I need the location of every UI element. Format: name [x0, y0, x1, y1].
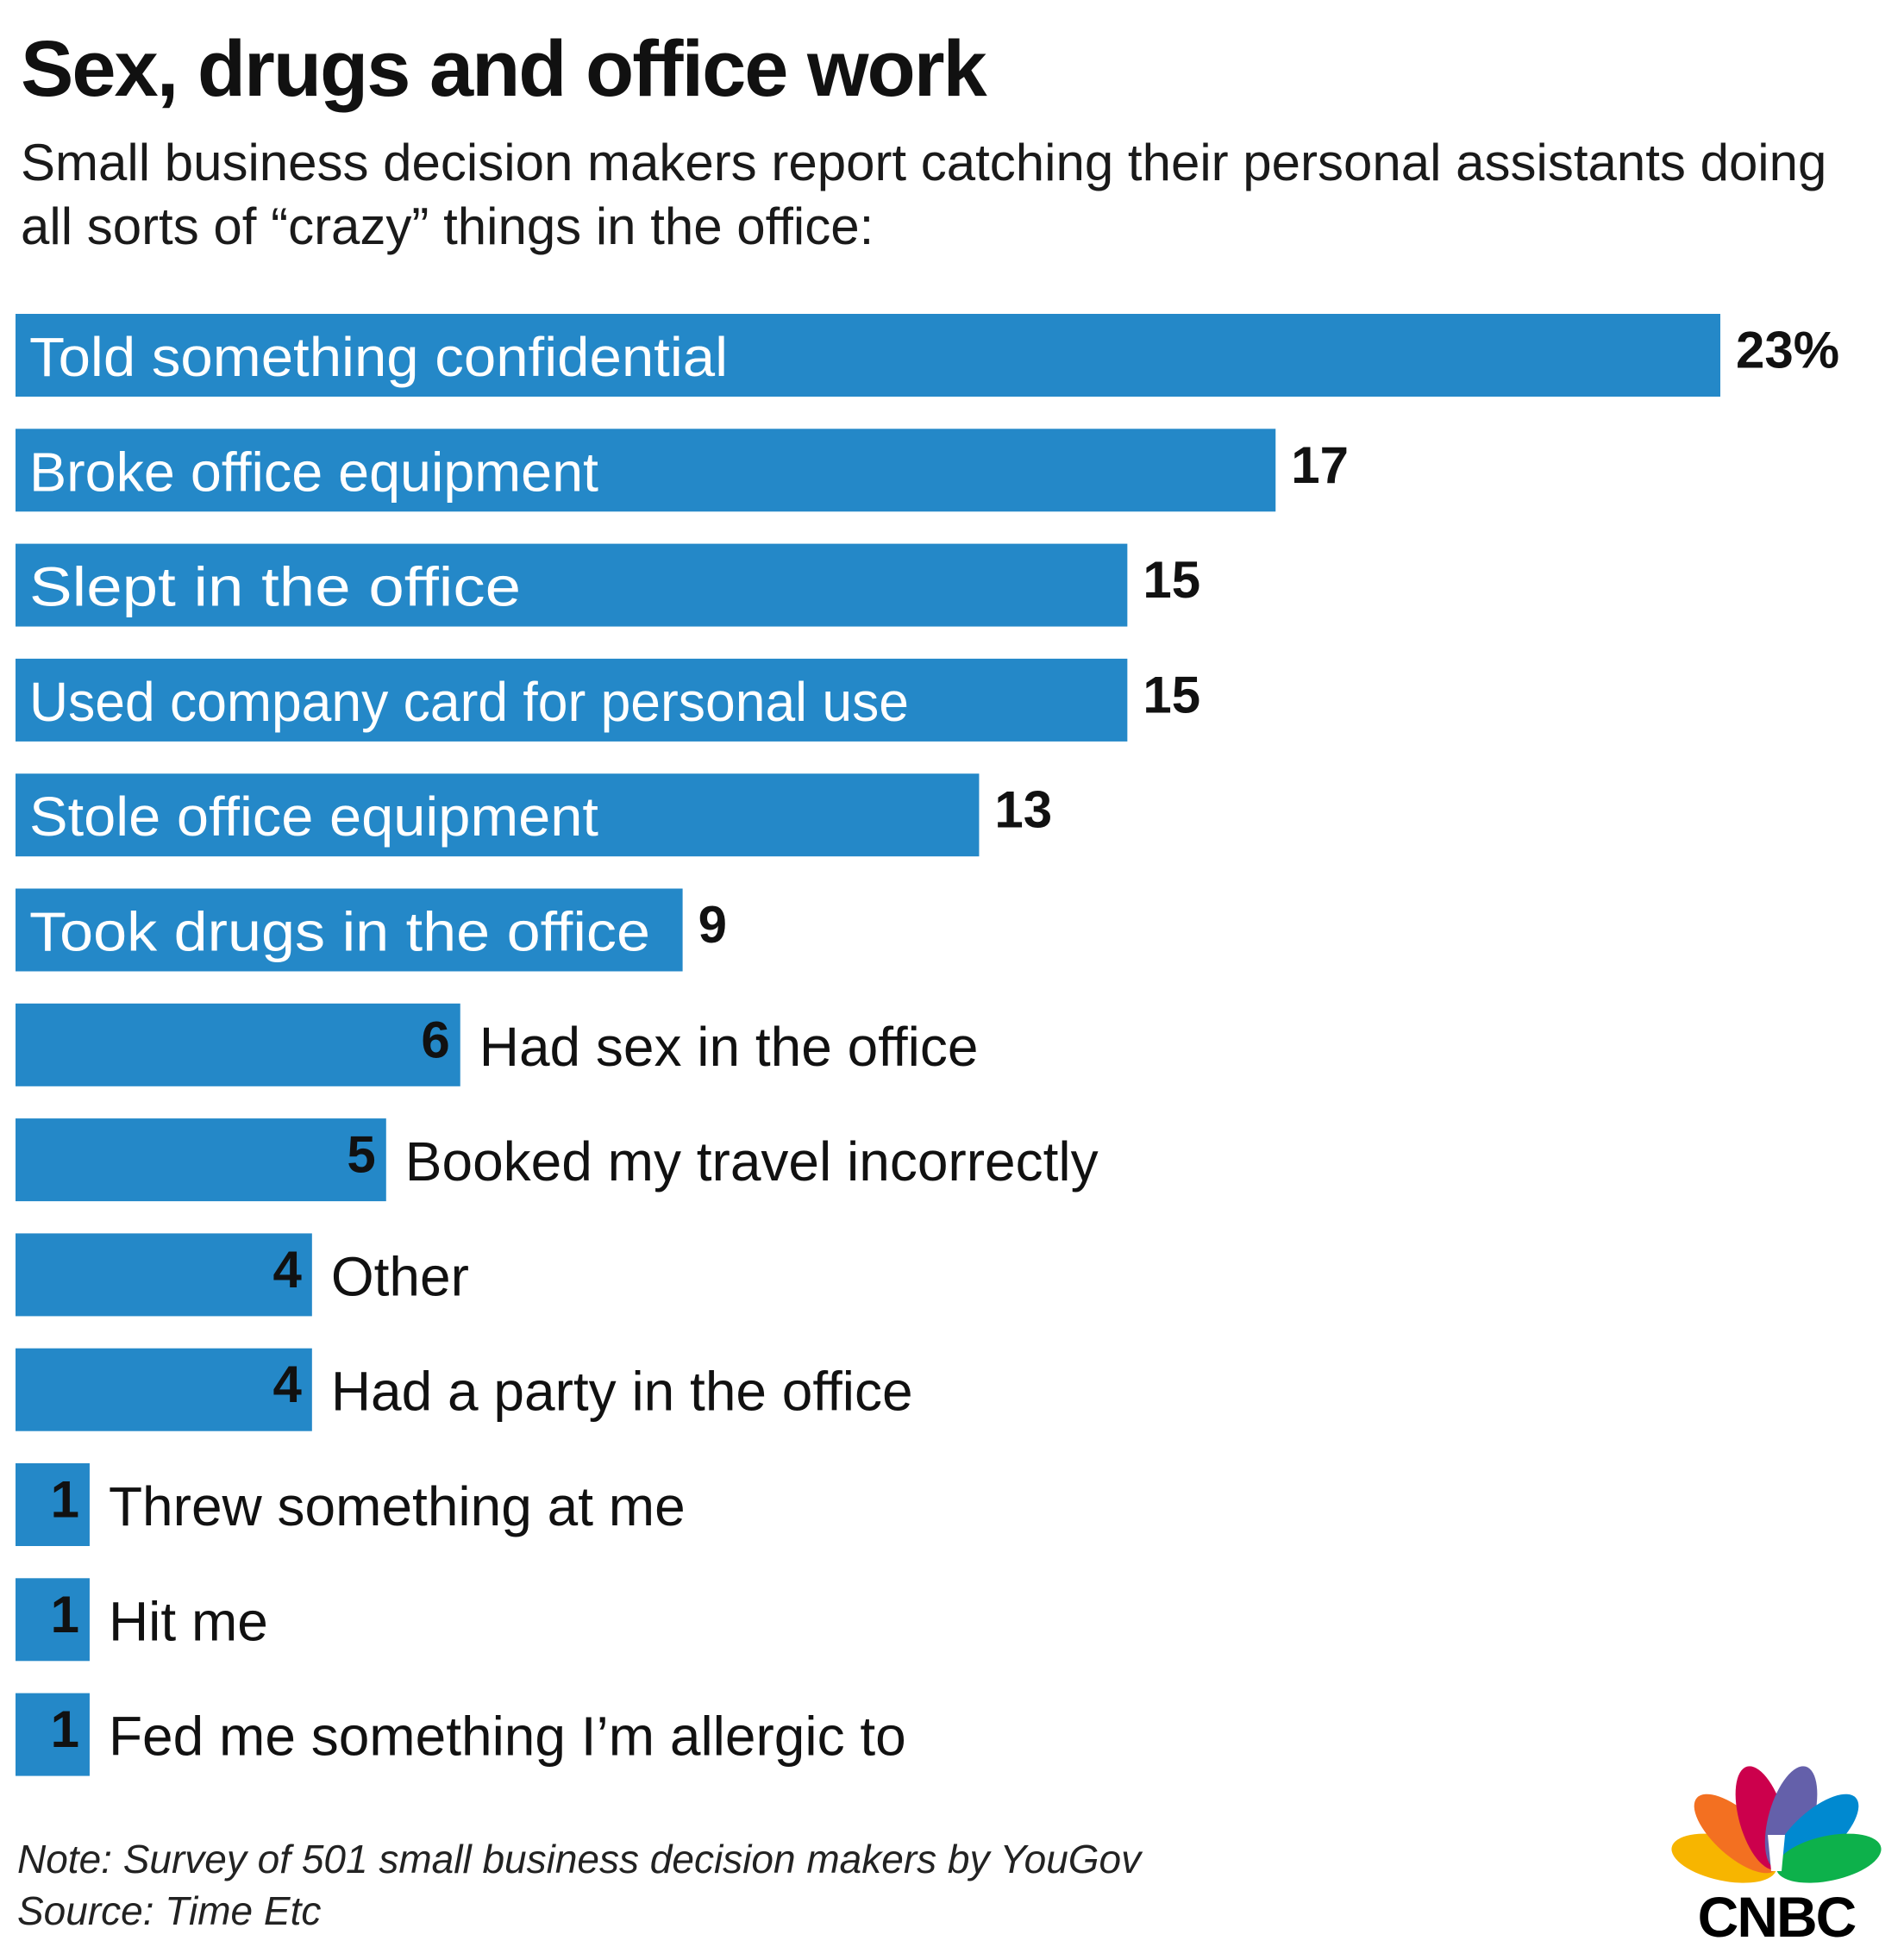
logo-text: CNBC: [1698, 1885, 1856, 1944]
bar-category-label: Booked my travel incorrectly: [405, 1130, 1099, 1193]
bar: [16, 888, 683, 972]
peacock-feather: [1776, 1833, 1882, 1883]
bar-chart: Told something confidential 23% Broke offi…: [16, 314, 1839, 1776]
bar: [16, 1693, 90, 1776]
bar-category-label: Broke office equipment: [29, 441, 598, 503]
bar-category-label: Hit me: [109, 1590, 268, 1652]
bar: [16, 314, 1720, 397]
bar-value-label: 9: [698, 896, 727, 954]
bar-category-label: Had a party in the office: [331, 1361, 913, 1423]
bar: [16, 1578, 90, 1662]
peacock-logo-icon: [1671, 1766, 1882, 1883]
bar-value-label: 6: [421, 1011, 449, 1068]
bar: [16, 543, 1128, 627]
bar-value-label: 23%: [1736, 322, 1839, 379]
chart-subtitle: Small business decision makers report ca…: [21, 134, 1827, 255]
bar-value-label: 4: [272, 1355, 302, 1413]
bar-category-label: Used company card for personal use: [29, 671, 909, 733]
bar-category-label: Had sex in the office: [479, 1016, 979, 1078]
bar-value-label: 15: [1143, 551, 1200, 609]
bar-category-label: Took drugs in the office: [29, 901, 650, 963]
bar-value-label: 13: [994, 781, 1052, 839]
bar: [16, 1348, 312, 1431]
bar: [16, 1233, 312, 1317]
bar-category-label: Other: [331, 1245, 469, 1307]
bar: [16, 773, 980, 857]
bar-category-label: Fed me something I’m allergic to: [109, 1706, 906, 1768]
bar: [16, 1118, 386, 1202]
bar-value-label: 1: [51, 1586, 79, 1643]
footer-note: Note: Survey of 501 small business decis…: [17, 1837, 1142, 1881]
bar: [16, 429, 1276, 512]
footer-source: Source: Time Etc: [17, 1888, 322, 1933]
peacock-body: [1768, 1835, 1785, 1871]
bar-value-label: 1: [51, 1471, 79, 1529]
chart-title: Sex, drugs and office work: [21, 25, 987, 113]
bar-value-label: 15: [1143, 666, 1200, 723]
bar-category-label: Threw something at me: [109, 1475, 686, 1537]
bar: [16, 658, 1128, 742]
bar-category-label: Stole office equipment: [29, 786, 598, 848]
bar-value-label: 1: [51, 1700, 79, 1758]
bar-value-label: 17: [1291, 436, 1349, 494]
cnbc-logo: CNBC: [1671, 1766, 1882, 1944]
bar-category-label: Told something confidential: [29, 326, 728, 388]
chart-footer: Note: Survey of 501 small business decis…: [17, 1833, 1141, 1937]
bar: [16, 1003, 460, 1086]
bar: [16, 1463, 90, 1546]
bar-value-label: 5: [347, 1126, 375, 1184]
bar-category-label: Slept in the office: [29, 556, 521, 618]
bar-value-label: 4: [272, 1241, 302, 1299]
